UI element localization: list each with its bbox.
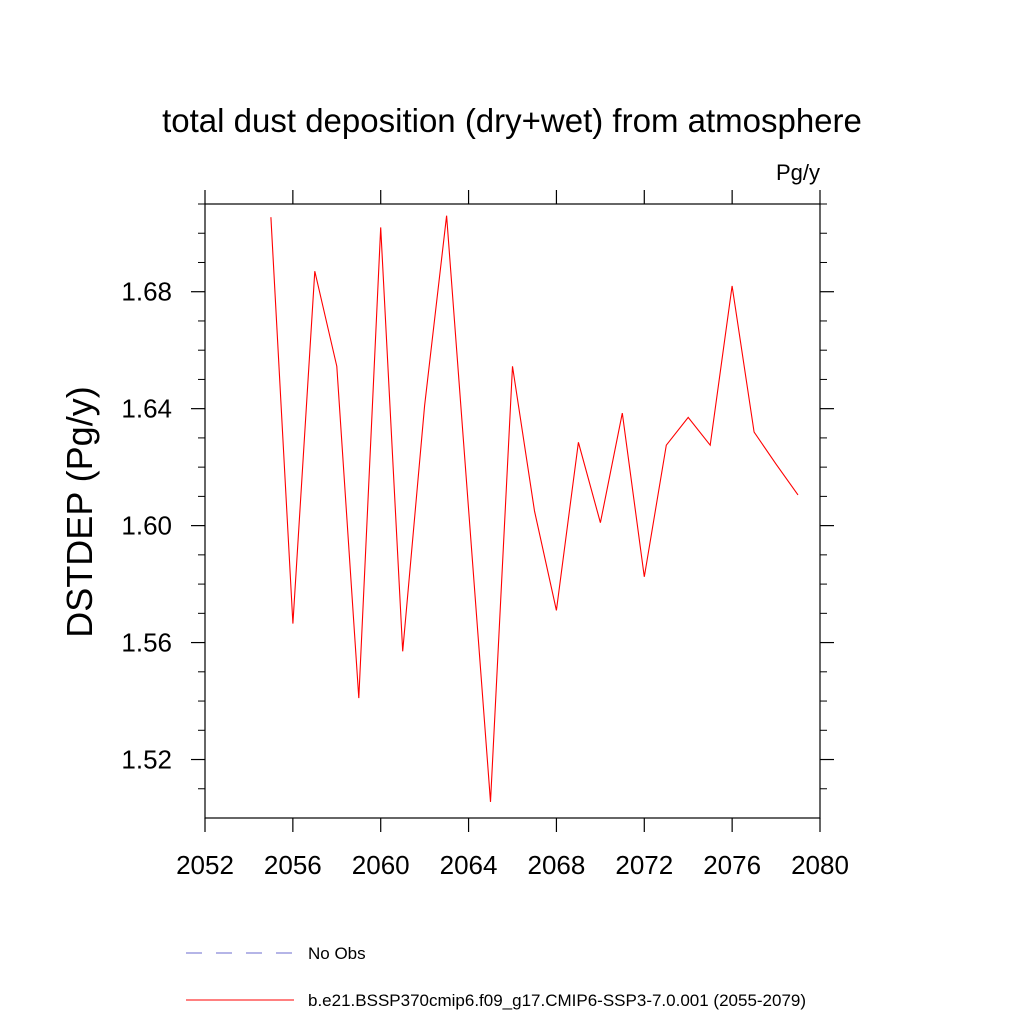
x-tick-label: 2064 <box>440 850 498 880</box>
x-tick-label: 2076 <box>703 850 761 880</box>
x-tick-label: 2072 <box>615 850 673 880</box>
legend: No Obs b.e21.BSSP370cmip6.f09_g17.CMIP6-S… <box>186 944 806 1010</box>
x-tick-label: 2080 <box>791 850 849 880</box>
y-tick-label: 1.64 <box>121 394 172 424</box>
legend-label: b.e21.BSSP370cmip6.f09_g17.CMIP6-SSP3-7.… <box>308 991 806 1010</box>
series-line <box>270 215 799 802</box>
plot-frame <box>204 203 821 819</box>
y-tick-label: 1.56 <box>121 628 172 658</box>
x-tick-label: 2068 <box>528 850 586 880</box>
series-lines <box>270 215 799 802</box>
y-tick-label: 1.68 <box>121 277 172 307</box>
x-tick-label: 2056 <box>264 850 322 880</box>
x-tick-label: 2052 <box>176 850 234 880</box>
legend-label: No Obs <box>308 944 366 963</box>
axis-ticks <box>191 190 834 832</box>
y-tick-label: 1.52 <box>121 745 172 775</box>
units-label: Pg/y <box>776 160 820 185</box>
chart-title: total dust deposition (dry+wet) from atm… <box>162 102 862 139</box>
axis-tick-labels: 2052 2056 2060 2064 2068 2072 2076 2080 1.52 1.56… <box>121 277 849 880</box>
y-tick-label: 1.60 <box>121 511 172 541</box>
x-tick-label: 2060 <box>352 850 410 880</box>
y-axis-label: DSTDEP (Pg/y) <box>59 386 100 637</box>
